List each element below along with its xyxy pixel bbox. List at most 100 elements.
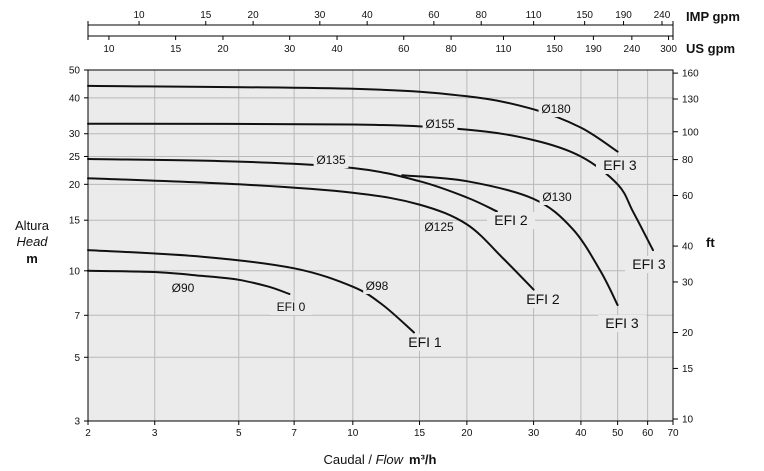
y-tick-label: 5 [74,353,80,364]
x-axis-title: Caudal / Flow m³/h [324,452,437,467]
y-tick-label: 25 [69,152,81,163]
curve-label-efi3c: EFI 3 [605,315,639,331]
label-backdrop [422,118,458,132]
imp-gpm-tick-label: 30 [314,10,326,21]
label-backdrop [487,212,535,229]
y-tick-label: 30 [69,129,81,140]
y-tick-label: 10 [69,266,81,277]
us-gpm-tick-label: 80 [446,44,458,55]
y-tick-label: 3 [74,417,80,428]
imp-gpm-tick-label: 60 [428,10,440,21]
us-gpm-tick-label: 15 [170,44,182,55]
ft-tick-label: 130 [682,95,699,106]
ft-axis-title: ft [706,235,715,250]
curve-label-efi1: EFI 1 [408,334,442,350]
y-tick-label: 20 [69,180,81,191]
label-backdrop [625,256,673,273]
curve-label-d155: Ø155 [425,117,455,131]
plot-background [88,70,673,421]
label-backdrop [401,334,449,351]
us-gpm-tick-label: 30 [284,44,296,55]
imp-gpm-tick-label: 40 [362,10,374,21]
ft-tick-label: 10 [682,415,694,426]
y-axis-unit: m [26,251,38,266]
curve-label-d130: Ø130 [542,190,572,204]
imp-gpm-tick-label: 190 [615,10,632,21]
label-backdrop [313,154,349,168]
label-backdrop [421,221,457,235]
x-tick-label: 40 [575,428,587,439]
y-tick-label: 15 [69,216,81,227]
x-tick-label: 3 [152,428,158,439]
imp-gpm-tick-label: 10 [133,10,145,21]
pump-curve-d98 [87,249,415,334]
imp-gpm-tick-label: 150 [576,10,593,21]
pump-curve-d155 [87,122,654,252]
label-backdrop [596,157,644,174]
label-backdrop [363,280,391,294]
x-tick-label: 60 [642,428,654,439]
curve-label-efi2a: EFI 2 [494,212,528,228]
label-backdrop [270,301,312,315]
ft-tick-label: 160 [682,69,699,80]
ft-tick-label: 30 [682,277,694,288]
pump-curve-d180 [87,84,619,153]
x-tick-label: 30 [528,428,540,439]
us-gpm-tick-label: 20 [217,44,229,55]
label-backdrop [598,315,646,332]
x-tick-label: 70 [667,428,679,439]
ft-tick-label: 20 [682,328,694,339]
imp-gpm-tick-label: 20 [248,10,260,21]
curve-label-d180: Ø180 [541,102,571,116]
imp-gpm-tick-label: 80 [476,10,488,21]
pump-curve-d135 [87,158,498,213]
label-backdrop [169,282,197,296]
x-tick-label: 20 [461,428,473,439]
us-gpm-tick-label: 240 [624,44,641,55]
pump-curve-d90 [87,269,291,295]
us-gpm-tick-label: 10 [103,44,115,55]
curve-labels: Ø90 Ø98 Ø125 Ø135 Ø130 Ø155 Ø180 EFI 0 EFI 1 EFI … [169,102,673,351]
plot-area [88,70,673,421]
us-gpm-tick-label: 300 [660,44,677,55]
imp-gpm-tick-label: 15 [200,10,212,21]
label-backdrop [539,191,575,205]
plot-frame [87,69,674,422]
label-backdrop [538,103,574,117]
us-gpm-title: US gpm [686,41,735,56]
x-tick-label: 50 [612,428,624,439]
label-backdrop [519,291,567,308]
x-tick-label: 5 [236,428,242,439]
y-axis-title: Altura [15,218,50,233]
y-tick-label: 40 [69,93,81,104]
y-tick-label: 50 [69,66,81,77]
imp-gpm-tick-label: 110 [526,10,542,21]
pump-curve-d130 [401,174,619,306]
x-tick-label: 2 [85,428,91,439]
curve-label-d90: Ø90 [172,281,195,295]
us-gpm-tick-label: 60 [398,44,410,55]
ft-tick-label: 100 [682,127,699,138]
curve-label-d125: Ø125 [424,220,454,234]
x-tick-label: 15 [414,428,426,439]
ft-tick-label: 60 [682,191,694,202]
x-tick-label: 7 [291,428,297,439]
us-gpm-tick-label: 110 [496,44,512,55]
imp-gpm-tick-label: 240 [654,10,671,21]
ft-tick-label: 80 [682,155,694,166]
us-gpm-tick-label: 190 [585,44,602,55]
curve-label-d98: Ø98 [366,279,389,293]
us-gpm-tick-label: 40 [331,44,343,55]
curve-label-efi3a: EFI 3 [603,157,637,173]
curve-label-efi2b: EFI 2 [526,291,560,307]
us-gpm-tick-label: 150 [546,44,563,55]
ft-tick-label: 15 [682,364,694,375]
pump-curve-d125 [87,177,535,291]
curve-label-efi0: EFI 0 [277,300,306,314]
axes: 2 3 5 7 10 15 20 30 40 50 60 7035710152025304050101… [15,9,740,467]
curve-label-d135: Ø135 [316,153,346,167]
imp-gpm-title: IMP gpm [686,9,740,24]
x-tick-label: 10 [347,428,359,439]
y-tick-label: 7 [74,311,80,322]
